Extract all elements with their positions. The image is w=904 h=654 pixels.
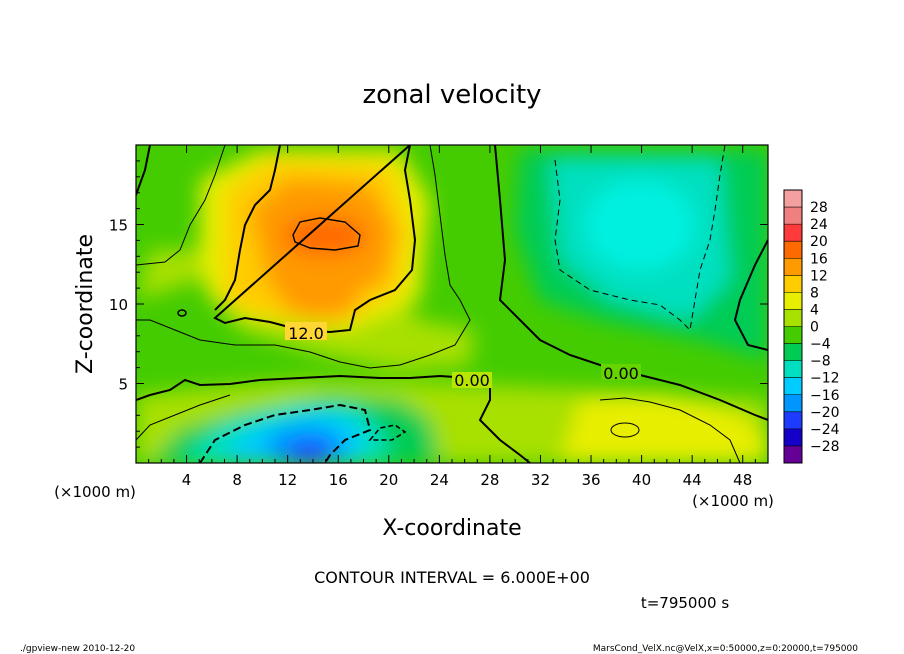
contour-neg6-surface — [199, 403, 372, 463]
x-tick-label: 44 — [683, 471, 702, 489]
colorbar-label: 8 — [810, 285, 819, 301]
region-lower-jet — [282, 282, 358, 318]
colorbar-bin — [784, 343, 802, 362]
colorbar-bin — [784, 309, 802, 327]
colorbar-bin — [784, 224, 802, 242]
colorbar-bin — [784, 326, 802, 345]
x-tick-label: 16 — [329, 471, 348, 489]
colorbar-label: −4 — [810, 337, 831, 353]
x-axis-label: X-coordinate — [382, 516, 521, 541]
region-surface-core — [288, 442, 332, 462]
colorbar-label: 24 — [810, 217, 828, 233]
contour-small-loop — [177, 309, 187, 317]
contour-small-island — [610, 422, 640, 438]
x-tick-label: 32 — [531, 471, 550, 489]
colorbar-label: 28 — [810, 200, 828, 216]
x-tick-label: 4 — [182, 471, 192, 489]
y-tick-label: 10 — [109, 296, 128, 314]
x-tick-label: 12 — [278, 471, 297, 489]
contour-zero-left — [136, 145, 531, 463]
x-axis: 4 8 12 16 20 24 28 32 36 40 44 48 — [148, 145, 756, 489]
x-tick-label: 36 — [581, 471, 600, 489]
contour-label-zero-a: 0.00 — [454, 371, 490, 390]
region-right-yellow — [560, 395, 768, 463]
colorbar-bin — [784, 275, 802, 293]
time-label: t=795000 s — [641, 594, 729, 612]
heatmap-field — [136, 145, 768, 463]
x-tick-label: 20 — [379, 471, 398, 489]
colorbar-label: 4 — [810, 302, 819, 318]
y-tick-label: 5 — [118, 376, 128, 394]
colorbar-bin — [784, 207, 802, 225]
y-axis-label: Z-coordinate — [73, 234, 98, 374]
colorbar-bin — [784, 190, 802, 208]
colorbar-bin — [784, 428, 802, 447]
contour-interval: CONTOUR INTERVAL = 6.000E+00 — [314, 568, 590, 587]
colorbar-bin — [784, 394, 802, 413]
x-tick-label: 40 — [632, 471, 651, 489]
contour-label-12: 12.0 — [288, 324, 324, 343]
contour-6 — [136, 145, 471, 369]
x-tick-label: 8 — [232, 471, 242, 489]
contour-labels: 12.0 0.00 0.00 — [285, 322, 641, 390]
colorbar-label: 0 — [810, 320, 819, 336]
colorbar-bin — [784, 411, 802, 430]
colorbar-bin — [784, 360, 802, 379]
colorbar-bin — [784, 292, 802, 310]
contour-label-zero-b: 0.00 — [603, 364, 639, 383]
colorbar-label: 16 — [810, 251, 828, 267]
contour-12 — [213, 145, 417, 334]
x-tick-label: 28 — [480, 471, 499, 489]
y-axis: 5 10 15 — [109, 160, 768, 448]
x-tick-label: 48 — [733, 471, 752, 489]
region-jet-core — [283, 216, 367, 256]
colorbar-label: 12 — [810, 268, 828, 284]
colorbar-label: −16 — [810, 388, 840, 404]
colorbar-bin — [784, 445, 802, 464]
colorbar-bin — [784, 377, 802, 396]
y-tick-label: 15 — [109, 217, 128, 235]
contour-neg6-upper — [554, 145, 726, 332]
region-east-core — [585, 180, 695, 270]
colorbar-label: −8 — [810, 354, 831, 370]
colorbar-label: −24 — [810, 422, 840, 438]
contour-zero-east — [733, 239, 768, 351]
contour-18 — [292, 217, 361, 251]
chart-title: zonal velocity — [362, 80, 541, 110]
colorbar-label: 20 — [810, 234, 828, 250]
colorbar-label: −12 — [810, 371, 840, 387]
colorbar-label: −20 — [810, 405, 840, 421]
x-unit-left: (×1000 m) — [54, 483, 136, 501]
colorbar-label: −28 — [810, 439, 840, 455]
x-unit-right: (×1000 m) — [692, 492, 774, 510]
footer-left: ./gpview-new 2010-12-20 — [20, 644, 135, 654]
contour-lines — [136, 145, 768, 463]
contour-6-lower — [136, 394, 741, 463]
colorbar-bin — [784, 258, 802, 276]
colorbar-bin — [784, 241, 802, 259]
x-tick-label: 24 — [430, 471, 449, 489]
contour-zero-right — [494, 145, 768, 421]
footer-right: MarsCond_VelX.nc@VelX,x=0:50000,z=0:2000… — [593, 644, 858, 654]
